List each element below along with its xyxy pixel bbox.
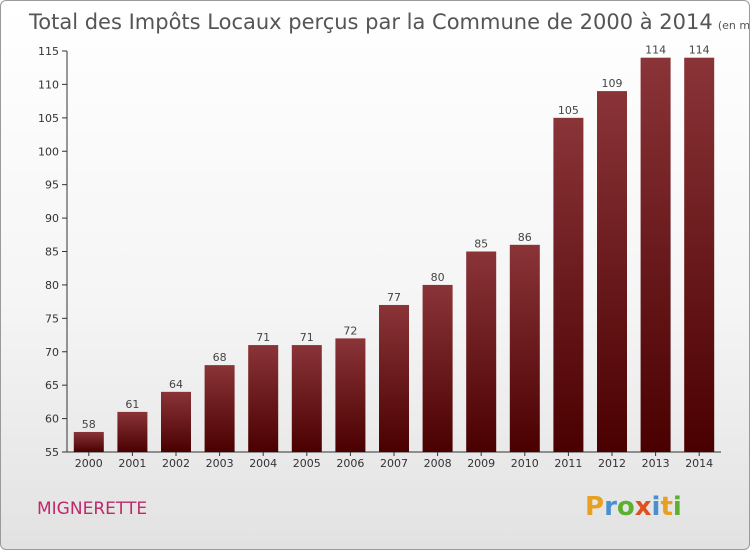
bar-value-label: 77 xyxy=(387,291,401,304)
y-tick-label: 110 xyxy=(38,78,59,91)
y-tick-label: 105 xyxy=(38,112,59,125)
x-tick-label: 2005 xyxy=(293,457,321,470)
x-tick-label: 2010 xyxy=(511,457,539,470)
x-tick-label: 2006 xyxy=(336,457,364,470)
x-tick-label: 2003 xyxy=(206,457,234,470)
y-tick-label: 80 xyxy=(45,279,59,292)
brand-letter: P xyxy=(585,492,604,522)
x-tick-label: 2002 xyxy=(162,457,190,470)
x-tick-label: 2012 xyxy=(598,457,626,470)
bar-value-label: 86 xyxy=(518,231,532,244)
bars xyxy=(73,57,715,452)
brand-letter: t xyxy=(660,492,672,522)
bar xyxy=(684,57,715,452)
bar-value-label: 114 xyxy=(645,44,666,57)
bar xyxy=(509,244,540,452)
bar-value-label: 64 xyxy=(169,378,183,391)
brand-letter: i xyxy=(673,492,682,522)
brand-logo: Proxiti xyxy=(585,492,682,522)
value-labels: 58 61 64 68 71 71 72 77 80 85 86 105 109 114 114 xyxy=(82,44,710,431)
x-tick-label: 2013 xyxy=(642,457,670,470)
y-tick-label: 85 xyxy=(45,246,59,259)
brand-letter: o xyxy=(617,492,635,522)
bar-value-label: 105 xyxy=(558,104,579,117)
x-axis: 2000 2001 2002 2003 2004 2005 2006 2007 2008 2009… xyxy=(67,451,721,470)
y-tick-label: 60 xyxy=(45,413,59,426)
bar-value-label: 61 xyxy=(125,398,139,411)
bar xyxy=(466,251,497,452)
bar-value-label: 72 xyxy=(343,324,357,337)
x-tick-label: 2001 xyxy=(118,457,146,470)
bar-value-label: 71 xyxy=(300,331,314,344)
bar-value-label: 80 xyxy=(431,271,445,284)
y-axis: 55 60 65 70 75 80 85 90 95 100 105 110 115 xyxy=(38,45,68,459)
y-tick-label: 100 xyxy=(38,145,59,158)
brand-letter: x xyxy=(635,492,652,522)
chart-title-main: Total des Impôts Locaux perçus par la Co… xyxy=(28,10,713,34)
y-tick-label: 90 xyxy=(45,212,59,225)
brand-letter: r xyxy=(604,492,617,522)
bar xyxy=(248,345,279,452)
bar xyxy=(597,91,627,452)
y-tick-label: 55 xyxy=(45,446,59,459)
commune-name: MIGNERETTE xyxy=(37,499,147,519)
y-tick-label: 115 xyxy=(38,45,59,58)
bar xyxy=(335,338,366,452)
y-tick-label: 95 xyxy=(45,179,59,192)
y-tick-label: 70 xyxy=(45,346,59,359)
y-tick-label: 65 xyxy=(45,379,59,392)
bar-value-label: 71 xyxy=(256,331,270,344)
bar xyxy=(117,411,148,452)
x-tick-label: 2000 xyxy=(75,457,103,470)
x-tick-label: 2009 xyxy=(467,457,495,470)
bar xyxy=(73,431,104,452)
x-tick-label: 2014 xyxy=(685,457,713,470)
bar-value-label: 109 xyxy=(602,77,623,90)
bar-value-label: 114 xyxy=(689,44,710,57)
chart-title: Total des Impôts Locaux perçus par la Co… xyxy=(28,10,749,34)
bar-value-label: 85 xyxy=(474,238,488,251)
chart-title-unit: (en milliers d'€) xyxy=(718,19,749,32)
bar xyxy=(291,345,322,452)
x-tick-label: 2011 xyxy=(554,457,582,470)
x-tick-label: 2008 xyxy=(424,457,452,470)
bar xyxy=(204,365,235,452)
bar-value-label: 58 xyxy=(82,418,96,431)
bar xyxy=(161,391,191,452)
brand-letter: i xyxy=(652,492,661,522)
bar xyxy=(640,57,671,452)
bar xyxy=(379,304,409,452)
x-tick-label: 2004 xyxy=(249,457,277,470)
x-tick-label: 2007 xyxy=(380,457,408,470)
bar-value-label: 68 xyxy=(213,351,227,364)
bar xyxy=(422,284,453,452)
bar xyxy=(553,117,584,452)
y-tick-label: 75 xyxy=(45,312,59,325)
